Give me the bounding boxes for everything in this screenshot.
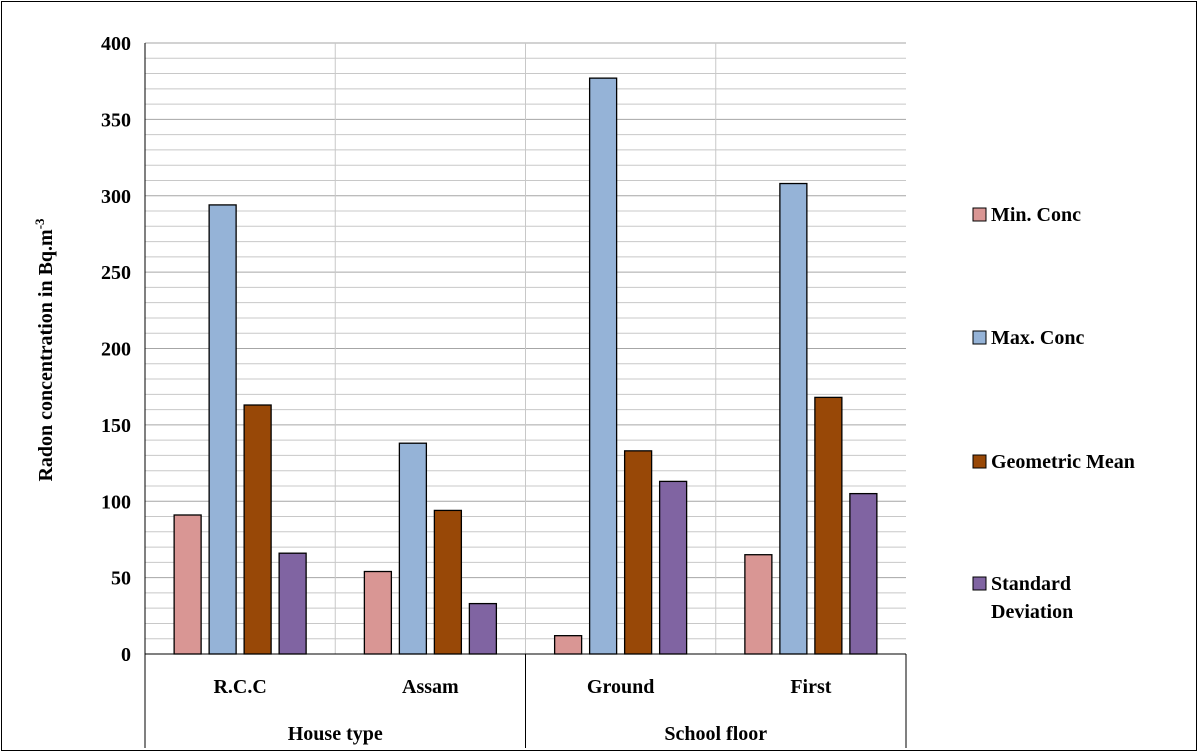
legend-entry: Min. Conc <box>991 204 1081 226</box>
legend-entry: Standard Deviation <box>991 573 1073 623</box>
category-label: Assam <box>402 676 459 698</box>
y-tick-label: 150 <box>101 415 131 437</box>
bars <box>173 77 878 655</box>
bar-standard-deviation-first <box>849 492 878 655</box>
bar-geometric-mean-rcc <box>243 404 272 655</box>
legend-swatch <box>972 454 987 469</box>
y-tick-label: 400 <box>101 33 131 55</box>
axes <box>144 43 907 748</box>
legend-swatch <box>972 576 987 591</box>
y-tick-label: 250 <box>101 262 131 284</box>
legend-swatch <box>972 330 987 345</box>
legend-entry: Max. Conc <box>991 327 1084 349</box>
group-label: School floor <box>664 723 767 745</box>
legend-swatch <box>972 207 987 222</box>
y-tick-label: 300 <box>101 186 131 208</box>
bar-min-conc-rcc <box>173 514 202 655</box>
y-axis-label: Radon concentration in Bq.m-3 <box>32 218 57 482</box>
bar-max-conc-first <box>779 182 808 655</box>
y-tick-label: 350 <box>101 109 131 131</box>
legend-entry: Geometric Mean <box>991 451 1135 473</box>
bar-max-conc-ground <box>588 77 618 655</box>
category-label: First <box>790 676 831 698</box>
bar-min-conc-assam <box>363 570 393 655</box>
category-labels: R.C.C Assam Ground First House type School fl… <box>213 676 831 745</box>
bar-min-conc-first <box>744 554 773 655</box>
category-label: Ground <box>587 676 654 698</box>
bar-geometric-mean-ground <box>623 450 653 655</box>
y-tick-label: 50 <box>111 568 131 590</box>
group-label: House type <box>288 723 383 745</box>
bar-geometric-mean-assam <box>433 509 463 655</box>
bar-min-conc-ground <box>553 635 583 655</box>
bar-max-conc-assam <box>398 442 428 655</box>
bar-max-conc-rcc <box>208 204 237 655</box>
bar-standard-deviation-ground <box>658 480 688 655</box>
y-tick-label: 100 <box>101 491 131 513</box>
y-tick-label: 200 <box>101 339 131 361</box>
category-label: R.C.C <box>213 676 266 698</box>
y-tick-labels: 0 50 100 150 200 250 300 350 400 <box>101 33 131 666</box>
bar-standard-deviation-rcc <box>278 552 307 655</box>
legend: Min. Conc Max. Conc Geometric Mean Standard… <box>972 204 1135 623</box>
bar-geometric-mean-first <box>814 396 843 655</box>
gridlines <box>145 42 906 655</box>
y-tick-label: 0 <box>121 644 131 666</box>
bar-standard-deviation-assam <box>468 602 498 655</box>
